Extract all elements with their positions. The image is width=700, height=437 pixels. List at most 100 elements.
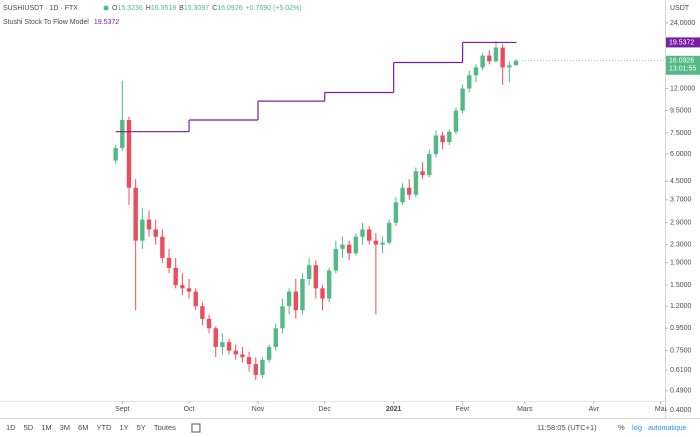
x-tick-label: Sept: [115, 406, 129, 413]
candle-body: [373, 240, 379, 245]
y-tick-label: 0.6100: [670, 367, 692, 374]
range-button[interactable]: Toutes: [154, 423, 176, 432]
candle-body: [387, 222, 392, 243]
candle-body: [286, 291, 292, 307]
y-tick-label: 1.9000: [670, 260, 692, 267]
quote-change: +0.7690 (+5.02%): [246, 5, 302, 12]
candle-body: [400, 187, 405, 203]
toolbar: 1D 5D 1M 3M 6M YTD 1Y 5Y Toutes 11:58:05 (UTC+1)%…: [6, 423, 687, 433]
y-tick-label: 2.9000: [670, 220, 692, 227]
range-button[interactable]: 3M: [60, 423, 70, 432]
candle-body: [460, 88, 465, 111]
candle-body: [220, 342, 225, 347]
candle-body: [487, 55, 492, 62]
candle-body: [226, 342, 232, 351]
candle-body: [320, 288, 325, 299]
candle-body: [206, 318, 212, 329]
range-button[interactable]: 1D: [6, 423, 16, 432]
quote-prefix: O: [112, 5, 118, 12]
y-tick-label: 1.2000: [670, 303, 692, 310]
overlay-end: [515, 41, 517, 44]
candle-body: [193, 291, 198, 307]
x-tick-label: Mars: [517, 406, 533, 413]
x-tick-label: 2021: [386, 406, 402, 413]
candle-body: [440, 135, 445, 143]
overlay-value: 19.5372: [94, 19, 119, 26]
candle-body: [420, 171, 425, 176]
y-tick-label: 12.0000: [670, 85, 695, 92]
last-price-box: [666, 55, 700, 75]
calendar-icon[interactable]: [191, 423, 201, 433]
percent-toggle[interactable]: %: [618, 423, 625, 432]
candle-body: [133, 187, 138, 241]
log-toggle[interactable]: log: [632, 423, 642, 432]
candle-body: [340, 244, 345, 249]
candle-body: [126, 119, 132, 188]
range-button[interactable]: 6M: [78, 423, 88, 432]
countdown: 13:01:55: [669, 66, 696, 73]
candle-body: [240, 354, 245, 358]
y-tick-label: 0.7500: [670, 347, 692, 354]
candle-body: [280, 306, 285, 329]
quote-prefix: C: [212, 5, 217, 12]
range-button[interactable]: 1M: [41, 423, 51, 432]
candle-body: [467, 75, 472, 89]
candle-body: [246, 357, 252, 365]
x-tick-label: Oct: [184, 406, 195, 413]
candle-body: [146, 219, 152, 230]
candle-body: [213, 328, 218, 347]
candle-body: [160, 236, 165, 258]
range-button[interactable]: 5Y: [137, 423, 146, 432]
candle-body: [266, 346, 272, 360]
candle-body: [480, 55, 485, 68]
candle-body: [253, 364, 258, 375]
y-tick-label: 1.5000: [670, 282, 692, 289]
last-price-label: 16.0926: [669, 58, 694, 65]
quote-prefix: H: [146, 5, 151, 12]
candle-body: [380, 242, 385, 245]
candle-body: [360, 229, 365, 237]
candle-body: [180, 285, 185, 289]
candle-body: [186, 288, 192, 292]
y-tick-label: 2.3000: [670, 242, 692, 249]
candle-body: [407, 187, 412, 195]
clock: 11:58:05 (UTC+1): [537, 423, 597, 432]
candle-body: [153, 229, 158, 237]
candle-body: [306, 265, 312, 279]
status-dot: [103, 5, 109, 11]
legend: SUSHIUSDT · 1D · FTX Stushi Stock To Flo…: [3, 5, 302, 26]
x-tick-label: Mai: [655, 406, 667, 413]
quote-value: 16.3518: [151, 5, 176, 12]
quote-value: 16.0926: [217, 5, 242, 12]
range-button[interactable]: 1Y: [119, 423, 128, 432]
y-tick-label: 0.9500: [670, 325, 692, 332]
candle-body: [393, 202, 399, 223]
candle-body: [453, 110, 459, 132]
candle-body: [513, 60, 519, 66]
candle-body: [353, 236, 359, 254]
axes: 0.4000 0.4900 0.6100 0.7500 0.9500 1.2000 1.50…: [115, 5, 700, 414]
plot-area: [113, 41, 665, 380]
candle-body: [173, 267, 178, 286]
candle-body: [120, 119, 125, 148]
auto-toggle[interactable]: automatique: [648, 425, 687, 432]
candle-body: [293, 291, 299, 311]
candle-body: [326, 270, 332, 299]
candle-body: [366, 229, 372, 241]
y-tick-label: 0.4000: [670, 407, 692, 414]
candle-body: [166, 257, 172, 268]
quote-value: 15.3097: [184, 5, 209, 12]
candle-body: [273, 328, 278, 347]
candle-body: [447, 131, 452, 143]
range-button[interactable]: 5D: [24, 423, 34, 432]
chart-title: SUSHIUSDT · 1D · FTX: [3, 5, 78, 12]
overlay-price-label: 19.5372: [669, 39, 694, 46]
range-button[interactable]: YTD: [96, 423, 112, 432]
candle-body: [313, 265, 319, 289]
x-tick-label: Nov: [252, 406, 265, 413]
candle-body: [473, 67, 479, 76]
candle-body: [500, 47, 505, 68]
candle-body: [493, 47, 499, 62]
